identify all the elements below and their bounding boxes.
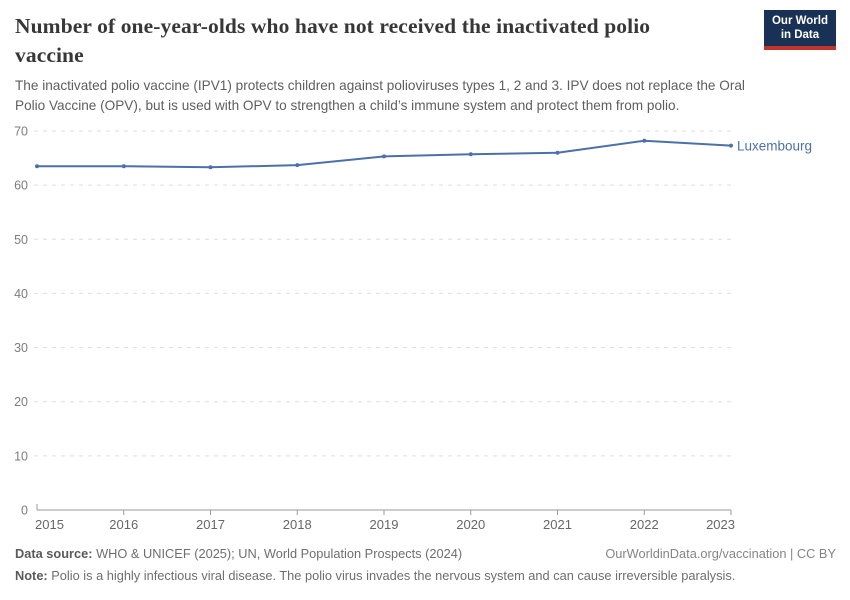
y-axis-label-30: 30 <box>14 341 28 355</box>
y-axis-label-10: 10 <box>14 449 28 463</box>
page-title-line1: Number of one-year-olds who have not rec… <box>15 14 651 38</box>
x-axis-label-2017: 2017 <box>196 517 225 532</box>
chart-subtitle: The inactivated polio vaccine (IPV1) pro… <box>15 76 820 115</box>
data-source-label: Data source: <box>15 546 93 561</box>
data-point-2021[interactable] <box>555 150 560 155</box>
x-axis-label-2018: 2018 <box>283 517 312 532</box>
note-value: Polio is a highly infectious viral disea… <box>47 568 736 583</box>
x-axis-label-2019: 2019 <box>370 517 399 532</box>
footer: Data source: WHO & UNICEF (2025); UN, Wo… <box>15 544 836 585</box>
data-point-2016[interactable] <box>121 164 126 169</box>
chart-subtitle-line2: Polio Vaccine (OPV), but is used with OP… <box>15 97 680 113</box>
chart-subtitle-line1: The inactivated polio vaccine (IPV1) pro… <box>15 78 745 93</box>
header: Number of one-year-olds who have not rec… <box>15 12 755 70</box>
data-point-2023[interactable] <box>729 143 733 148</box>
x-axis-label-2023: 2023 <box>706 517 735 532</box>
data-point-2017[interactable] <box>208 165 213 170</box>
data-point-2015[interactable] <box>35 164 39 169</box>
x-axis-label-2022: 2022 <box>630 517 659 532</box>
owid-logo-line2: in Data <box>780 28 820 41</box>
owid-logo-line1: Our World <box>771 15 828 27</box>
y-axis-label-20: 20 <box>14 395 28 409</box>
y-axis-label-60: 60 <box>14 179 28 193</box>
data-source-text: Data source: WHO & UNICEF (2025); UN, Wo… <box>15 544 462 563</box>
data-point-2019[interactable] <box>382 154 386 159</box>
page-title: Number of one-year-olds who have not rec… <box>15 12 755 70</box>
line-chart-plot-area: 0 10 20 30 40 50 60 70 2015 2016 2017 2018 2019 2020 2… <box>14 125 812 533</box>
x-axis-label-2020: 2020 <box>456 517 485 532</box>
page-title-line2: vaccine <box>15 43 84 67</box>
data-point-2022[interactable] <box>642 138 647 143</box>
note-text: Note: Polio is a highly infectious viral… <box>15 566 836 585</box>
data-point-2018[interactable] <box>295 163 300 168</box>
y-axis-label-0: 0 <box>21 504 28 518</box>
x-axis-label-2015: 2015 <box>35 517 64 532</box>
series-line-luxembourg[interactable] <box>36 139 732 169</box>
data-point-2020[interactable] <box>468 152 473 157</box>
x-axis-label-2016: 2016 <box>109 517 138 532</box>
note-label: Note: <box>15 568 48 583</box>
data-source-value: WHO & UNICEF (2025); UN, World Populatio… <box>92 546 463 561</box>
y-axis-label-40: 40 <box>14 287 28 301</box>
owid-url-link[interactable]: OurWorldinData.org/vaccination | CC BY <box>605 546 836 561</box>
series-label-luxembourg[interactable]: Luxembourg <box>737 138 812 153</box>
y-axis-label-50: 50 <box>14 233 28 247</box>
x-axis-label-2021: 2021 <box>543 517 572 532</box>
owid-logo[interactable]: Our World in Data <box>763 10 836 50</box>
y-axis-label-70: 70 <box>14 125 28 139</box>
